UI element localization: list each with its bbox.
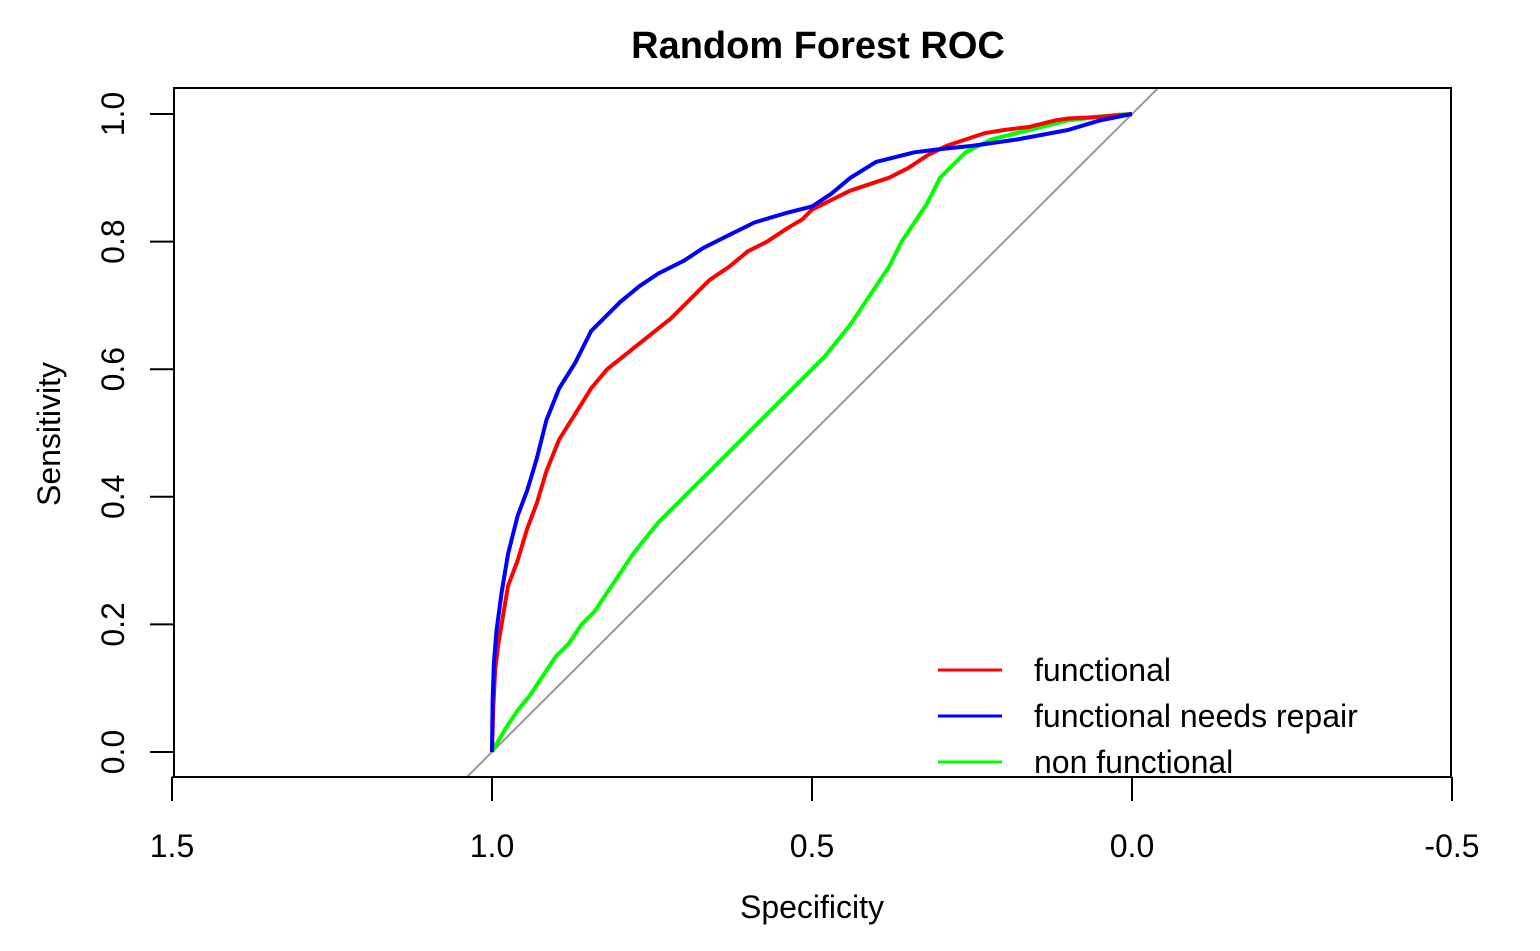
x-axis: 1.5 1.0 0.5 0.0 -0.5 [150,776,1480,864]
x-tick-label: 1.5 [150,828,194,864]
y-tick-label: 0.6 [95,347,131,391]
y-axis: 0.0 0.2 0.4 0.6 0.8 1.0 [95,92,175,774]
plot-lines [466,89,1159,776]
x-tick-label: 1.0 [470,828,514,864]
x-tick-label: 0.0 [1110,828,1154,864]
y-tick-label: 0.2 [95,602,131,646]
x-tick-label: 0.5 [790,828,834,864]
legend: functional functional needs repair non fun… [938,652,1358,780]
legend-label: non functional [1034,744,1233,780]
legend-label: functional needs repair [1034,698,1358,734]
y-tick-label: 0.0 [95,730,131,774]
reference-diagonal-line [466,89,1159,776]
y-tick-label: 0.4 [95,475,131,519]
legend-label: functional [1034,652,1171,688]
series-line-non-functional [490,112,1133,753]
y-tick-label: 1.0 [95,92,131,136]
series-line-functional [490,112,1133,753]
series-line-functional-needs-repair [490,112,1133,753]
x-axis-label: Specificity [740,889,884,925]
plot-area [466,89,1159,776]
y-axis-label: Sensitivity [31,362,67,506]
x-tick-label: -0.5 [1424,828,1479,864]
chart-title: Random Forest ROC [631,25,1005,67]
y-tick-label: 0.8 [95,219,131,263]
